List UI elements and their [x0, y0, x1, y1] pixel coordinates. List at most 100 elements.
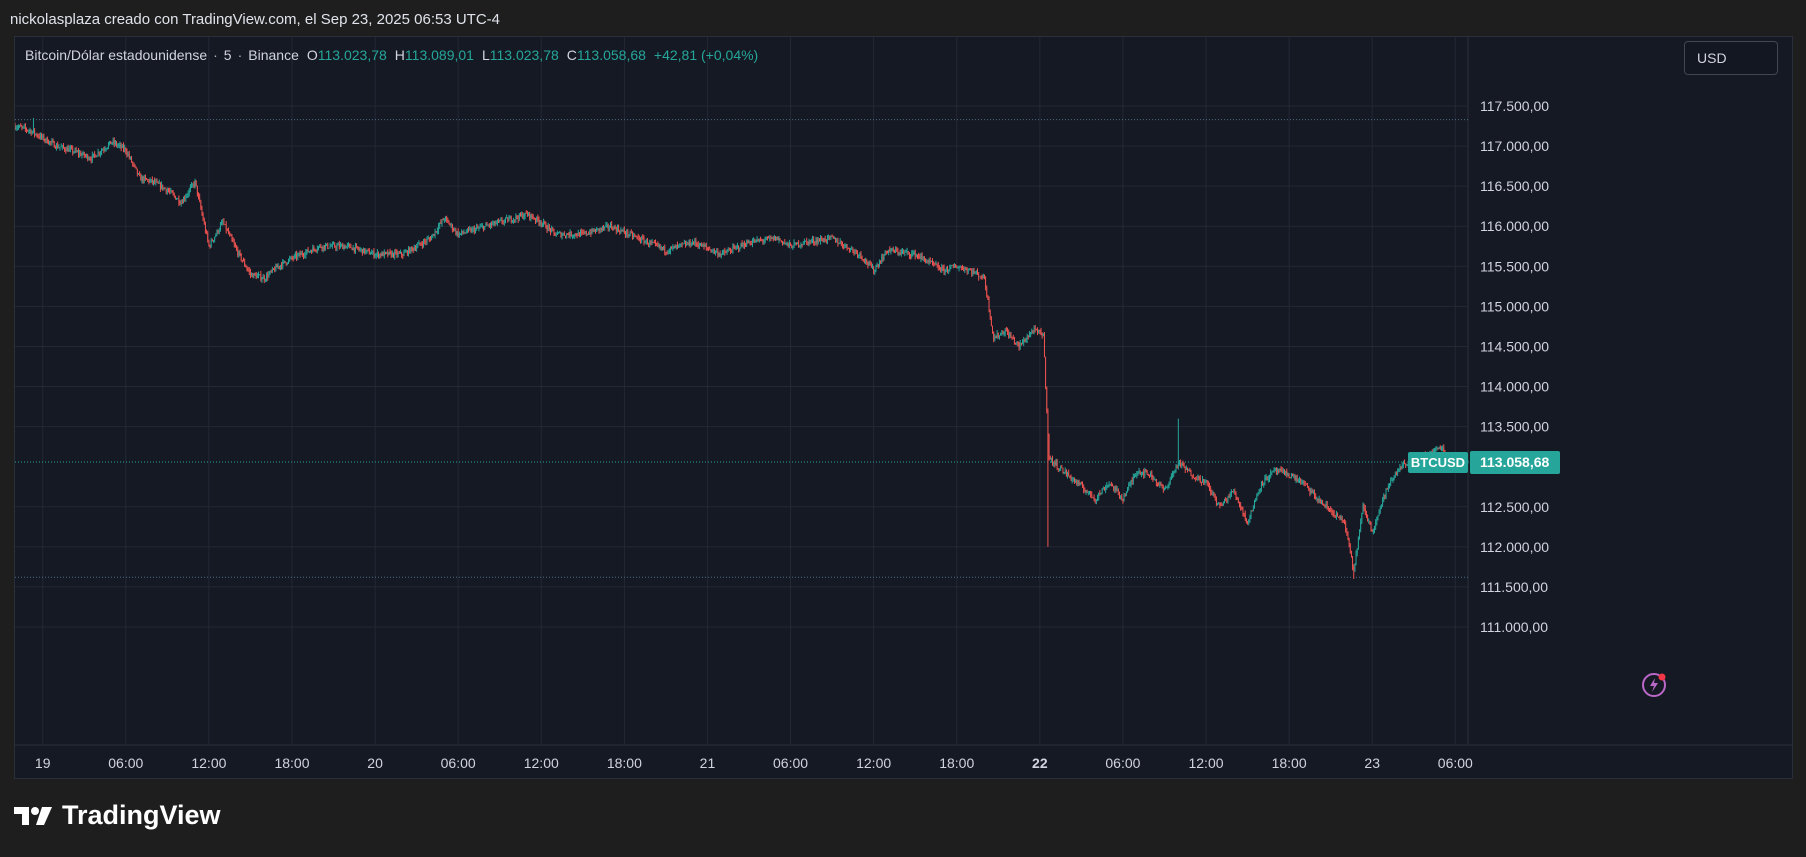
- candle-body: [1177, 462, 1179, 468]
- candle-body: [857, 252, 858, 256]
- candle-body: [1389, 485, 1390, 486]
- candle-body: [87, 154, 89, 160]
- candle-body: [947, 267, 948, 271]
- candle-body: [304, 255, 306, 257]
- candle-body: [142, 177, 144, 182]
- candle-body: [201, 208, 203, 214]
- candle-body: [559, 232, 561, 234]
- currency-selector-button[interactable]: USD: [1684, 41, 1778, 75]
- candle-body: [187, 193, 189, 195]
- candle-body: [846, 244, 848, 248]
- candle-body: [458, 233, 460, 237]
- last-price-label: 113.058,68: [1480, 454, 1550, 470]
- candle-body: [847, 247, 849, 249]
- candle-body: [104, 149, 106, 151]
- candle-body: [442, 219, 444, 221]
- legend-interval[interactable]: 5: [223, 47, 232, 63]
- candle-body: [343, 246, 345, 249]
- candle-body: [1295, 478, 1297, 480]
- candle-body: [328, 247, 330, 249]
- legend-change-value: +42,81 (+0,04%): [653, 47, 759, 63]
- candle-body: [964, 268, 966, 271]
- candle-body: [430, 238, 431, 241]
- candle-body: [929, 260, 931, 262]
- candle-body: [413, 248, 415, 251]
- candle-body: [1020, 342, 1022, 345]
- candle-body: [823, 238, 825, 242]
- candle-body: [649, 241, 651, 245]
- candle-body: [1274, 468, 1276, 471]
- candle-body: [580, 231, 581, 237]
- candle-body: [1375, 522, 1377, 527]
- candle-body: [1402, 462, 1404, 466]
- candle-body: [507, 217, 509, 222]
- legend-symbol[interactable]: Bitcoin/Dólar estadounidense: [25, 47, 208, 63]
- price-axis-label: 114.000,00: [1480, 379, 1549, 395]
- candle-body: [470, 229, 472, 232]
- candle-body: [66, 147, 68, 152]
- candle-body: [644, 241, 646, 243]
- candle-body: [726, 251, 728, 253]
- candle-body: [1094, 499, 1096, 501]
- candle-body: [621, 230, 623, 231]
- candle-body: [370, 254, 371, 255]
- candle-body: [192, 184, 194, 186]
- candle-body: [790, 243, 791, 246]
- candle-body: [214, 236, 216, 241]
- candle-body: [1379, 507, 1381, 511]
- candle-body: [372, 251, 374, 253]
- candle-body: [325, 245, 326, 249]
- candle-body: [57, 144, 59, 148]
- candle-body: [289, 258, 291, 260]
- candle-body: [530, 214, 532, 219]
- candle-body: [986, 287, 988, 296]
- candle-body: [1040, 331, 1042, 334]
- candle-body: [356, 245, 358, 247]
- tradingview-logo[interactable]: TradingView: [14, 800, 221, 831]
- candle-body: [1244, 513, 1246, 520]
- candle-body: [713, 249, 715, 253]
- lightning-alert-icon[interactable]: [1640, 671, 1668, 699]
- candle-body: [266, 274, 267, 280]
- candle-body: [777, 236, 779, 240]
- candle-body: [1166, 486, 1168, 488]
- candle-body: [389, 251, 391, 253]
- candle-body: [703, 244, 705, 247]
- candle-body: [849, 248, 850, 252]
- candle-body: [537, 216, 539, 220]
- candle-body: [386, 252, 388, 253]
- candle-body: [581, 231, 583, 233]
- candle-body: [86, 154, 87, 156]
- candle-body: [1272, 470, 1274, 473]
- candle-body: [147, 179, 149, 181]
- candle-body: [406, 250, 408, 255]
- candle-body: [1219, 502, 1221, 506]
- candle-body: [1077, 481, 1079, 484]
- candle-body: [241, 259, 243, 261]
- chart-panel[interactable]: 117.500,00 117.000,00 116.500,00 116.000,00…: [14, 36, 1793, 779]
- candle-body: [1083, 487, 1085, 491]
- candlestick-chart[interactable]: 117.500,00 117.000,00 116.500,00 116.000,00…: [15, 37, 1792, 778]
- candle-body: [1211, 492, 1213, 494]
- candle-body: [985, 278, 986, 288]
- candle-body: [906, 251, 908, 252]
- candle-body: [1136, 472, 1138, 476]
- candle-body: [650, 241, 652, 243]
- candle-body: [33, 130, 34, 133]
- candle-body: [240, 253, 242, 260]
- candle-body: [563, 233, 565, 236]
- candle-body: [1278, 470, 1280, 473]
- candle-body: [357, 246, 359, 249]
- candle-body: [278, 266, 280, 268]
- candle-body: [133, 163, 135, 165]
- candle-body: [254, 273, 256, 275]
- candle-body: [731, 251, 733, 253]
- candle-body: [253, 273, 255, 278]
- candle-body: [373, 251, 375, 257]
- candle-body: [1249, 516, 1251, 520]
- candle-body: [280, 265, 281, 268]
- candle-body: [231, 236, 233, 240]
- candle-body: [528, 212, 529, 216]
- candle-body: [1158, 483, 1160, 485]
- candle-body: [1183, 465, 1185, 468]
